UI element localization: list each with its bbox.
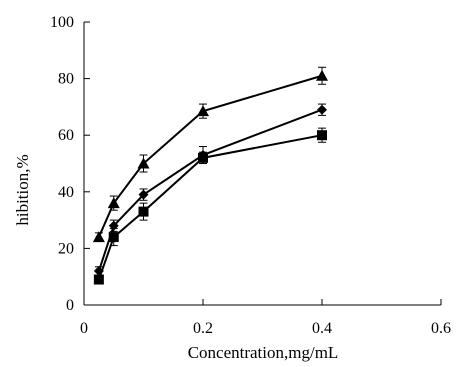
y-tick-label: 60 <box>58 127 74 144</box>
y-axis-label: hibition,% <box>13 154 32 225</box>
data-point-square <box>108 232 119 243</box>
data-point-square <box>198 152 208 163</box>
x-axis-label: Concentration,mg/mL <box>188 343 339 362</box>
y-tick-label: 100 <box>50 14 74 31</box>
data-point-triangle <box>107 197 120 209</box>
data-point-triangle <box>197 105 209 117</box>
y-axis-ticks: 0 20 40 60 80 100 <box>50 14 90 314</box>
plot-frame <box>83 22 441 306</box>
x-tick-label: 0.6 <box>431 320 451 337</box>
y-tick-label: 80 <box>58 71 74 88</box>
y-tick-label: 0 <box>66 297 74 314</box>
series-triangle <box>92 66 328 243</box>
y-tick-label: 40 <box>58 184 74 201</box>
data-point-diamond <box>317 104 327 115</box>
x-axis-ticks: 0 0.2 0.4 0.6 <box>80 299 451 337</box>
series-square <box>93 127 327 285</box>
x-tick-label: 0.2 <box>193 320 213 337</box>
y-tick-label: 20 <box>58 240 74 257</box>
series-layer <box>92 66 328 285</box>
series-line <box>97 108 323 272</box>
x-tick-label: 0.4 <box>312 320 332 337</box>
series-diamond <box>93 103 327 277</box>
data-point-triangle <box>92 231 105 243</box>
data-point-square <box>93 274 104 285</box>
x-tick-label: 0 <box>80 320 88 337</box>
data-point-triangle <box>137 157 150 169</box>
data-point-square <box>138 206 149 217</box>
data-point-square <box>317 130 327 141</box>
data-point-triangle <box>316 69 328 81</box>
data-point-diamond <box>138 189 149 200</box>
